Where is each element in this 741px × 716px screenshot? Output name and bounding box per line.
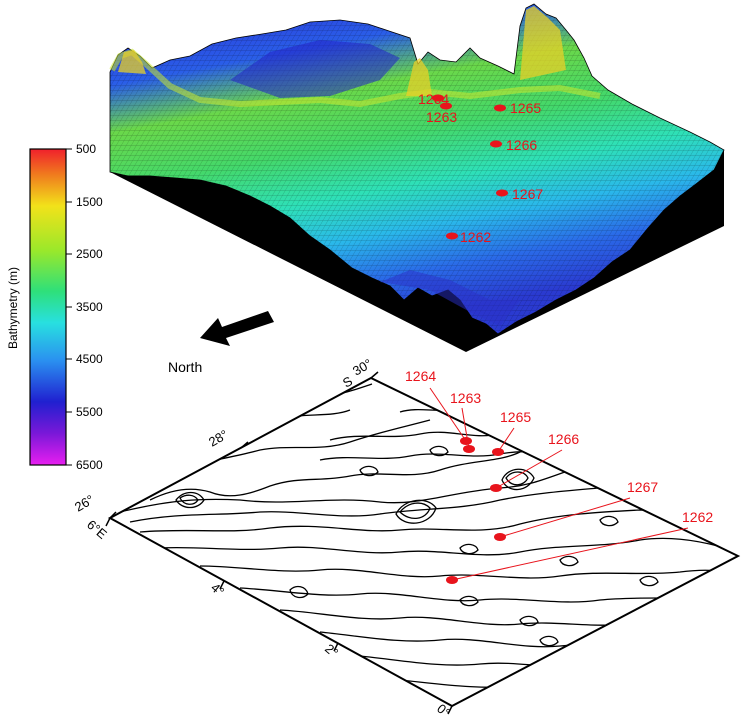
site-label-map-1264: 1264 bbox=[405, 368, 436, 384]
site-label-3d-1262: 1262 bbox=[460, 229, 491, 245]
site-marker-map-1265 bbox=[492, 448, 504, 456]
site-leader-1267 bbox=[499, 497, 631, 538]
colorbar-tick-label: 3500 bbox=[76, 300, 103, 314]
north-arrow: North bbox=[168, 311, 274, 375]
colorbar-tick-label: 500 bbox=[76, 142, 96, 156]
contour-map: 30° S 28° 26° 6°E 4° 2° 0° bbox=[72, 356, 741, 716]
site-marker-map-1266 bbox=[490, 484, 502, 492]
lat-label-30: 30° bbox=[350, 356, 375, 379]
colorbar-ticks: 500 1500 2500 3500 4500 5500 6500 bbox=[66, 142, 103, 472]
site-label-3d-1267: 1267 bbox=[512, 186, 543, 202]
site-leader-1265 bbox=[497, 427, 515, 453]
lat-label-26: 26° bbox=[72, 492, 97, 515]
site-label-map-1265: 1265 bbox=[500, 409, 531, 425]
colorbar-ramp bbox=[29, 148, 67, 466]
map-frame bbox=[107, 376, 741, 708]
site-leader-1264 bbox=[429, 387, 467, 442]
colorbar-tick-label: 6500 bbox=[76, 458, 103, 472]
site-marker-3d-1262 bbox=[446, 232, 458, 240]
site-marker-map-1263 bbox=[463, 445, 475, 453]
site-label-map-1263: 1263 bbox=[450, 390, 481, 406]
site-marker-map-1264 bbox=[460, 437, 472, 445]
bathymetry-3d-block bbox=[109, 3, 725, 352]
southern-deep bbox=[380, 270, 520, 326]
colorbar: 500 1500 2500 3500 4500 5500 6500 Bathymetry (… bbox=[6, 142, 103, 472]
lon-label-4: 4° bbox=[208, 580, 227, 599]
lat-axis bbox=[109, 371, 379, 519]
site-marker-map-1267 bbox=[494, 533, 506, 541]
site-marker-3d-1264 bbox=[432, 94, 444, 102]
site-label-3d-1265: 1265 bbox=[510, 100, 541, 116]
site-marker-3d-1265 bbox=[494, 104, 506, 112]
site-label-map-1266: 1266 bbox=[548, 431, 579, 447]
lon-axis bbox=[105, 517, 453, 715]
site-label-map-1262: 1262 bbox=[682, 509, 713, 525]
site-leader-1262 bbox=[451, 527, 689, 581]
contour-lines bbox=[119, 383, 738, 688]
colorbar-tick-label: 4500 bbox=[76, 352, 103, 366]
lat-label-28: 28° bbox=[206, 427, 231, 450]
site-label-3d-1264: 1264 bbox=[418, 91, 449, 107]
site-marker-3d-1266 bbox=[490, 140, 502, 148]
site-leader-1263 bbox=[461, 407, 470, 450]
colorbar-tick-label: 2500 bbox=[76, 247, 103, 261]
lon-label-0: 0° bbox=[434, 701, 453, 716]
colorbar-tick-label: 5500 bbox=[76, 405, 103, 419]
site-label-3d-1263: 1263 bbox=[426, 109, 457, 125]
site-marker-map-1262 bbox=[446, 576, 458, 584]
lon-label-6e: 6°E bbox=[84, 517, 110, 542]
colorbar-tick-label: 1500 bbox=[76, 195, 103, 209]
site-leader-1266 bbox=[495, 449, 563, 489]
site-marker-3d-1267 bbox=[496, 189, 508, 197]
deep-basin bbox=[230, 40, 400, 98]
colorbar-title: Bathymetry (m) bbox=[6, 267, 20, 349]
north-arrow-icon bbox=[200, 311, 274, 346]
sites-3d-layer: 1264 1263 1265 1266 1267 1262 bbox=[418, 91, 543, 245]
site-label-3d-1266: 1266 bbox=[506, 137, 537, 153]
site-marker-3d-1263 bbox=[440, 102, 452, 110]
site-label-map-1267: 1267 bbox=[627, 479, 658, 495]
north-label: North bbox=[168, 359, 202, 375]
sites-map-layer: 1264 1263 1265 1266 1267 1262 bbox=[405, 368, 713, 584]
